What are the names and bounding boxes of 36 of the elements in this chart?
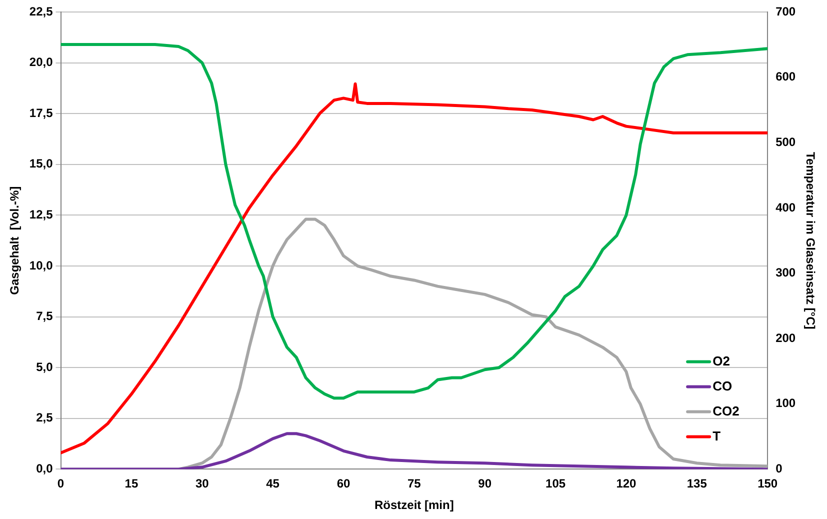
- y-tick-label: 20,0: [29, 55, 54, 70]
- x-tick-label: 75: [407, 476, 422, 491]
- y-axis-title: Gasgehalt [Vol.-%]: [8, 186, 22, 295]
- x-tick-label: 15: [124, 476, 138, 491]
- y2-tick-label: 300: [776, 266, 796, 280]
- legend-label: CO2: [712, 403, 740, 418]
- x-tick-label: 0: [57, 476, 64, 491]
- x-tick-label: 90: [478, 476, 492, 491]
- legend-label: T: [712, 428, 721, 444]
- y2-tick-label: 400: [776, 200, 796, 214]
- y-tick-label: 10,0: [29, 258, 54, 272]
- y2-tick-label: 500: [776, 134, 796, 149]
- y-tick-label: 7,5: [36, 309, 54, 324]
- y2-tick-label: 200: [776, 330, 796, 345]
- x-tick-label: 30: [195, 476, 210, 491]
- y-tick-label: 5,0: [36, 360, 54, 374]
- x-tick-label: 135: [686, 476, 708, 491]
- y2-axis-title: Temperatur im Glaseinsatz [°C]: [803, 152, 818, 330]
- y-tick-label: 2,5: [36, 410, 54, 425]
- y-tick-label: 12,5: [29, 208, 54, 222]
- y2-tick-label: 0: [776, 462, 783, 476]
- legend-label: CO: [712, 378, 732, 394]
- x-axis-title: Röstzeit [min]: [374, 498, 454, 512]
- x-tick-label: 150: [758, 476, 778, 491]
- y-tick-label: 22,5: [29, 4, 54, 18]
- y2-tick-label: 700: [776, 4, 796, 18]
- y-tick-label: 17,5: [29, 106, 54, 120]
- y2-tick-label: 100: [776, 396, 796, 410]
- y-tick-label: 0,0: [36, 462, 54, 476]
- x-tick-label: 45: [266, 476, 280, 491]
- x-tick-label: 120: [616, 476, 637, 491]
- y-tick-label: 15,0: [29, 156, 54, 171]
- legend-label: O2: [712, 353, 730, 368]
- x-tick-label: 105: [546, 476, 566, 491]
- x-tick-label: 60: [336, 476, 350, 491]
- y2-tick-label: 600: [776, 70, 796, 84]
